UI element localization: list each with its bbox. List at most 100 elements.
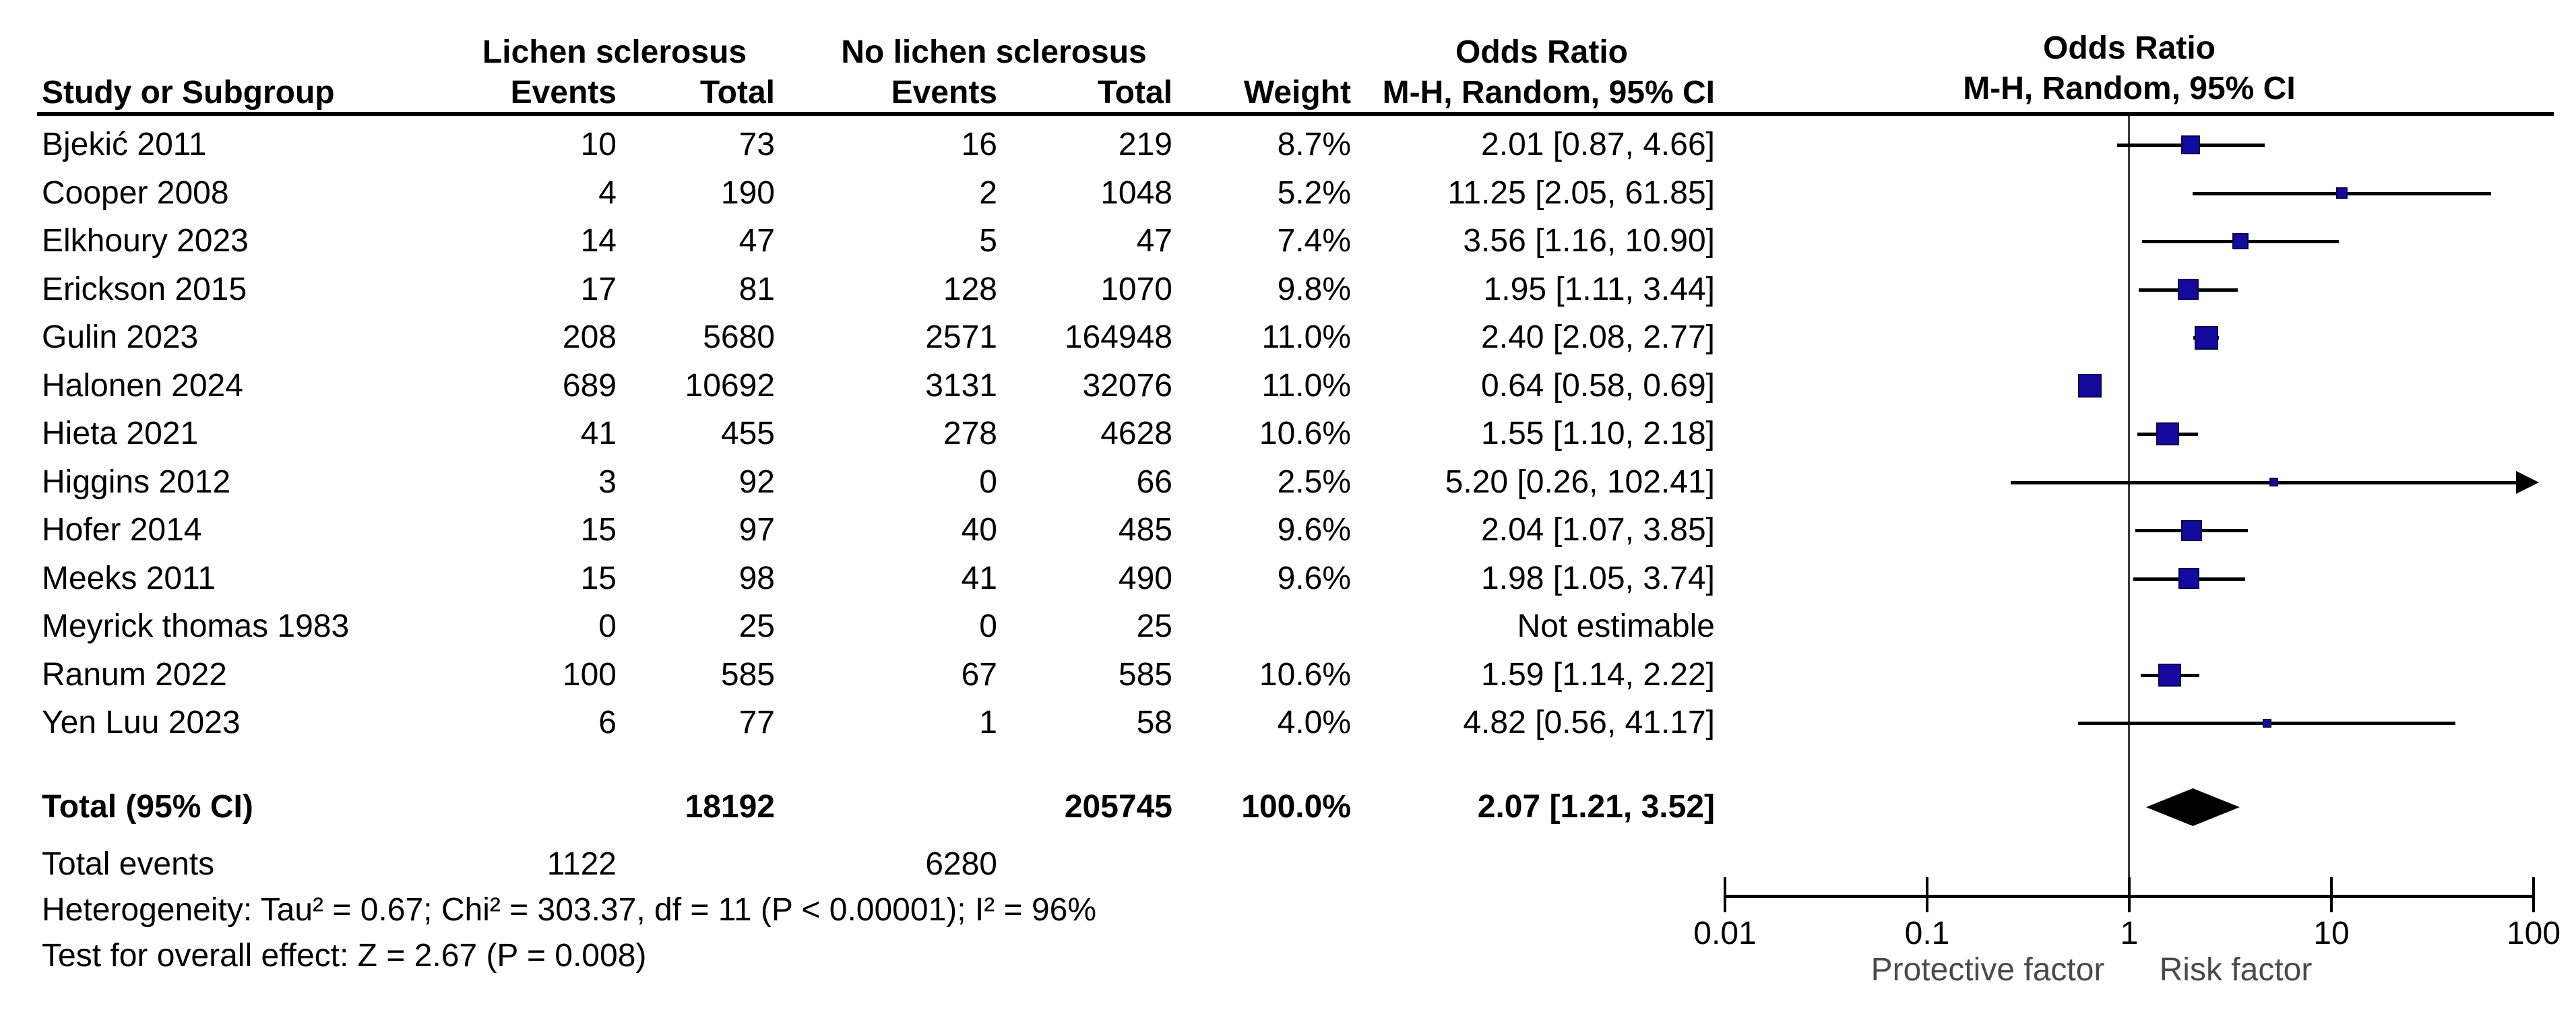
axis-tick	[2330, 877, 2333, 912]
weight-cell: 9.6%	[1277, 512, 1351, 548]
total-control-cell: 58	[1136, 705, 1172, 740]
study-label: Hieta 2021	[42, 416, 199, 451]
null-effect-line	[2128, 116, 2130, 897]
total-control-cell: 485	[1118, 512, 1172, 548]
or-marker	[2078, 374, 2102, 398]
events-exposed-cell: 208	[562, 319, 617, 355]
or-marker	[2232, 233, 2249, 249]
total-exposed-cell: 98	[739, 560, 775, 596]
or-ci-cell: 1.59 [1.14, 2.22]	[1481, 656, 1715, 693]
total-control-cell: 490	[1118, 560, 1172, 596]
events-control-cell: 3131	[925, 367, 997, 404]
events-control-cell: 5	[979, 223, 997, 259]
axis-label-protective: Protective factor	[1871, 952, 2105, 988]
total-exposed-cell: 190	[720, 175, 775, 211]
events-control-cell: 1	[979, 705, 997, 740]
total-control-cell: 164948	[1064, 319, 1172, 355]
or-ci-cell: 1.95 [1.11, 3.44]	[1483, 271, 1715, 307]
col-header-mh-plot: M-H, Random, 95% CI	[1963, 71, 2296, 106]
weight-cell: 4.0%	[1277, 705, 1351, 740]
total-control-cell: 205745	[1064, 789, 1172, 825]
overall-effect-note: Test for overall effect: Z = 2.67 (P = 0…	[42, 938, 647, 974]
or-marker	[2156, 422, 2180, 445]
weight-cell: 2.5%	[1277, 464, 1351, 500]
events-exposed-cell: 0	[598, 608, 617, 644]
col-header-events-exposed: Events	[510, 75, 617, 110]
events-control-cell: 2571	[925, 319, 997, 355]
total-row-label: Total (95% CI)	[42, 789, 253, 825]
or-marker	[2180, 135, 2200, 154]
axis-tick-label: 0.01	[1693, 916, 1757, 951]
total-exposed-cell: 25	[739, 608, 775, 644]
total-events-label: Total events	[42, 846, 215, 882]
or-marker	[2158, 663, 2182, 687]
axis-tick-label: 100	[2506, 916, 2561, 951]
study-label: Higgins 2012	[42, 464, 231, 500]
total-exposed-cell: 10692	[685, 367, 775, 404]
weight-cell: 11.0%	[1261, 319, 1351, 355]
total-exposed-cell: 73	[739, 127, 775, 162]
col-header-total-control: Total	[1097, 75, 1172, 110]
axis-tick	[1724, 877, 1726, 912]
header-rule	[37, 112, 2554, 116]
or-ci-cell: 2.07 [1.21, 3.52]	[1477, 789, 1715, 825]
total-control-cell: 585	[1118, 656, 1172, 693]
or-ci-cell: 3.56 [1.16, 10.90]	[1463, 223, 1715, 259]
or-ci-cell: 1.55 [1.10, 2.18]	[1481, 416, 1715, 451]
weight-cell: 8.7%	[1277, 127, 1351, 162]
total-exposed-cell: 18192	[685, 789, 775, 825]
or-marker	[2181, 519, 2203, 541]
study-label: Hofer 2014	[42, 512, 202, 548]
or-marker	[2269, 478, 2279, 486]
total-control-cell: 1070	[1100, 271, 1172, 307]
events-exposed-cell: 17	[580, 271, 617, 307]
group-header-or-plot: Odds Ratio	[2042, 30, 2216, 66]
or-ci-cell: 5.20 [0.26, 102.41]	[1445, 464, 1715, 500]
weight-cell: 11.0%	[1261, 367, 1351, 404]
axis-tick	[2128, 877, 2131, 912]
events-exposed-cell: 689	[562, 367, 617, 404]
ci-line	[2011, 480, 2516, 484]
axis-tick-label: 10	[2313, 916, 2350, 951]
or-marker	[2177, 279, 2199, 300]
total-exposed-cell: 5680	[703, 319, 775, 355]
events-control-cell: 128	[943, 271, 997, 307]
or-marker	[2263, 718, 2272, 728]
events-control-cell: 2	[979, 175, 997, 211]
total-exposed-cell: 585	[720, 656, 775, 693]
group-header-or-text: Odds Ratio	[1455, 34, 1628, 70]
events-exposed-cell: 14	[580, 223, 617, 259]
study-label: Meeks 2011	[42, 560, 216, 596]
axis-tick	[1926, 877, 1928, 912]
or-ci-cell: 1.98 [1.05, 3.74]	[1481, 560, 1715, 596]
axis-tick	[2532, 877, 2535, 912]
or-ci-cell: 2.40 [2.08, 2.77]	[1481, 319, 1715, 355]
col-header-total-exposed: Total	[699, 75, 775, 110]
total-exposed-cell: 92	[739, 464, 775, 500]
total-control-cell: 219	[1118, 127, 1172, 162]
or-marker	[2335, 187, 2348, 199]
total-control-cell: 66	[1136, 464, 1172, 500]
events-exposed-cell: 3	[598, 464, 617, 500]
axis-label-risk: Risk factor	[2159, 952, 2313, 988]
group-header-control: No lichen sclerosus	[841, 34, 1147, 70]
or-marker	[2194, 325, 2218, 350]
weight-cell: 7.4%	[1277, 223, 1351, 259]
col-header-study: Study or Subgroup	[42, 75, 335, 110]
total-events-control-cell: 6280	[925, 846, 997, 882]
events-control-cell: 67	[961, 656, 997, 693]
axis-tick-label: 0.1	[1904, 916, 1950, 951]
events-exposed-cell: 100	[562, 656, 617, 693]
weight-cell: 100.0%	[1241, 789, 1351, 825]
events-exposed-cell: 41	[580, 416, 617, 451]
study-label: Halonen 2024	[42, 367, 243, 404]
study-label: Erickson 2015	[42, 271, 247, 307]
study-label: Elkhoury 2023	[42, 223, 249, 259]
study-label: Meyrick thomas 1983	[42, 608, 350, 644]
arrow-right-icon	[2516, 470, 2539, 494]
events-exposed-cell: 6	[598, 705, 617, 740]
events-control-cell: 0	[979, 464, 997, 500]
total-exposed-cell: 97	[739, 512, 775, 548]
events-exposed-cell: 4	[598, 175, 617, 211]
col-header-weight: Weight	[1243, 75, 1351, 110]
